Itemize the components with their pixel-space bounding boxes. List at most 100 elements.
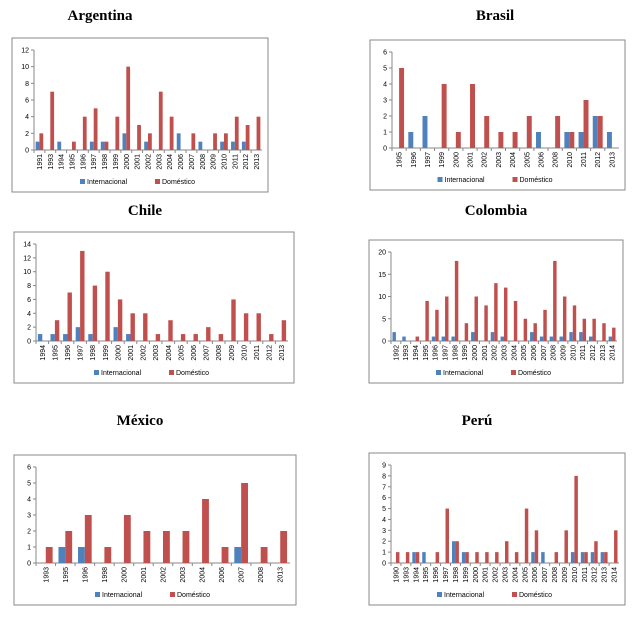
bar — [241, 141, 246, 150]
bar — [80, 250, 85, 341]
y-tick-label: 1 — [382, 550, 386, 557]
bar — [117, 299, 123, 341]
x-tick-label: 1993 — [403, 345, 410, 361]
y-tick-label: 2 — [382, 539, 386, 546]
bar — [579, 332, 583, 341]
x-tick-label: 2004 — [167, 154, 174, 170]
bar — [614, 530, 618, 563]
y-tick-label: 3 — [382, 528, 386, 535]
legend-label: Internacional — [101, 370, 142, 377]
bar — [484, 305, 488, 341]
x-tick-label: 1996 — [433, 567, 440, 583]
legend-swatch — [155, 179, 160, 184]
y-tick-label: 5 — [382, 506, 386, 513]
bar — [256, 116, 261, 150]
x-tick-label: 2002 — [482, 152, 489, 168]
bar — [126, 334, 131, 341]
x-tick-label: 1995 — [63, 567, 70, 583]
bar — [498, 132, 504, 148]
bar — [597, 116, 603, 148]
y-tick-label: 6 — [27, 465, 31, 472]
x-tick-label: 1995 — [70, 154, 77, 170]
bar — [451, 336, 455, 341]
y-tick-label: 4 — [383, 82, 387, 89]
bar — [241, 483, 248, 563]
x-tick-label: 1998 — [452, 345, 459, 361]
y-tick-label: 3 — [27, 513, 31, 520]
x-tick-label: 2001 — [483, 567, 490, 583]
bar — [269, 334, 274, 341]
x-tick-label: 1990 — [393, 567, 400, 583]
x-tick-label: 2014 — [610, 345, 617, 361]
bar — [256, 313, 261, 341]
chart-panel: México 0 1 2 3 4 5 6 1993 1995 1996 1998 2000 2001 200… — [13, 413, 297, 606]
x-tick-label: 2003 — [503, 567, 510, 583]
legend-swatch — [95, 592, 100, 597]
legend-swatch — [437, 592, 442, 597]
legend-label: Internacional — [443, 370, 484, 377]
bar — [126, 66, 131, 150]
bar — [168, 320, 173, 341]
bar — [130, 313, 135, 341]
bar — [431, 336, 436, 341]
x-tick-label: 2000 — [124, 154, 131, 170]
x-tick-label: 2002 — [141, 345, 148, 361]
bar — [475, 552, 479, 563]
chart-title: Brasil — [476, 8, 514, 24]
bar — [531, 552, 535, 563]
x-tick-label: 2000 — [121, 567, 128, 583]
bar — [39, 133, 44, 150]
x-tick-label: 2010 — [570, 345, 577, 361]
y-tick-label: 8 — [27, 283, 31, 290]
bar — [445, 508, 449, 563]
x-tick-label: 1994 — [413, 567, 420, 583]
bar — [505, 541, 509, 563]
x-tick-label: 2013 — [602, 567, 609, 583]
x-tick-label: 2013 — [609, 152, 616, 168]
bar — [415, 336, 420, 341]
y-tick-label: 7 — [382, 484, 386, 491]
x-tick-label: 2001 — [128, 345, 135, 361]
x-tick-label: 2002 — [146, 154, 153, 170]
bar — [392, 332, 396, 341]
bar — [471, 332, 475, 341]
bar — [37, 334, 43, 341]
bar — [65, 531, 73, 563]
legend-swatch — [511, 370, 516, 375]
bar — [543, 309, 547, 341]
x-tick-label: 2005 — [524, 152, 531, 168]
x-tick-label: 2012 — [592, 567, 599, 583]
legend-label: Doméstico — [162, 179, 195, 186]
y-tick-label: 9 — [382, 463, 386, 470]
legend-label: Doméstico — [177, 592, 210, 599]
x-tick-label: 2002 — [493, 567, 500, 583]
bar — [45, 547, 53, 563]
bar — [464, 323, 469, 341]
x-tick-label: 2003 — [156, 154, 163, 170]
legend-label: Internacional — [102, 592, 143, 599]
x-tick-label: 1993 — [43, 567, 50, 583]
x-tick-label: 2008 — [552, 567, 559, 583]
x-tick-label: 2011 — [580, 345, 587, 360]
bar — [63, 334, 68, 341]
x-tick-label: 1995 — [423, 567, 430, 583]
bar — [422, 116, 428, 148]
bar — [182, 531, 190, 563]
bar — [88, 334, 93, 341]
bar — [500, 336, 504, 341]
y-tick-label: 6 — [25, 98, 29, 105]
x-tick-label: 2010 — [567, 152, 574, 168]
bar — [169, 116, 174, 150]
x-tick-label: 2011 — [581, 152, 588, 167]
x-tick-label: 2007 — [541, 345, 548, 361]
x-tick-label: 1994 — [59, 154, 66, 170]
x-tick-label: 2000 — [472, 345, 479, 361]
bar — [559, 336, 563, 341]
chart-title: Perú — [462, 413, 493, 429]
x-tick-label: 1998 — [90, 345, 97, 361]
chart-frame — [13, 231, 295, 384]
bar — [143, 313, 148, 341]
bar — [243, 313, 249, 341]
bar — [534, 530, 539, 563]
bar — [564, 132, 570, 148]
